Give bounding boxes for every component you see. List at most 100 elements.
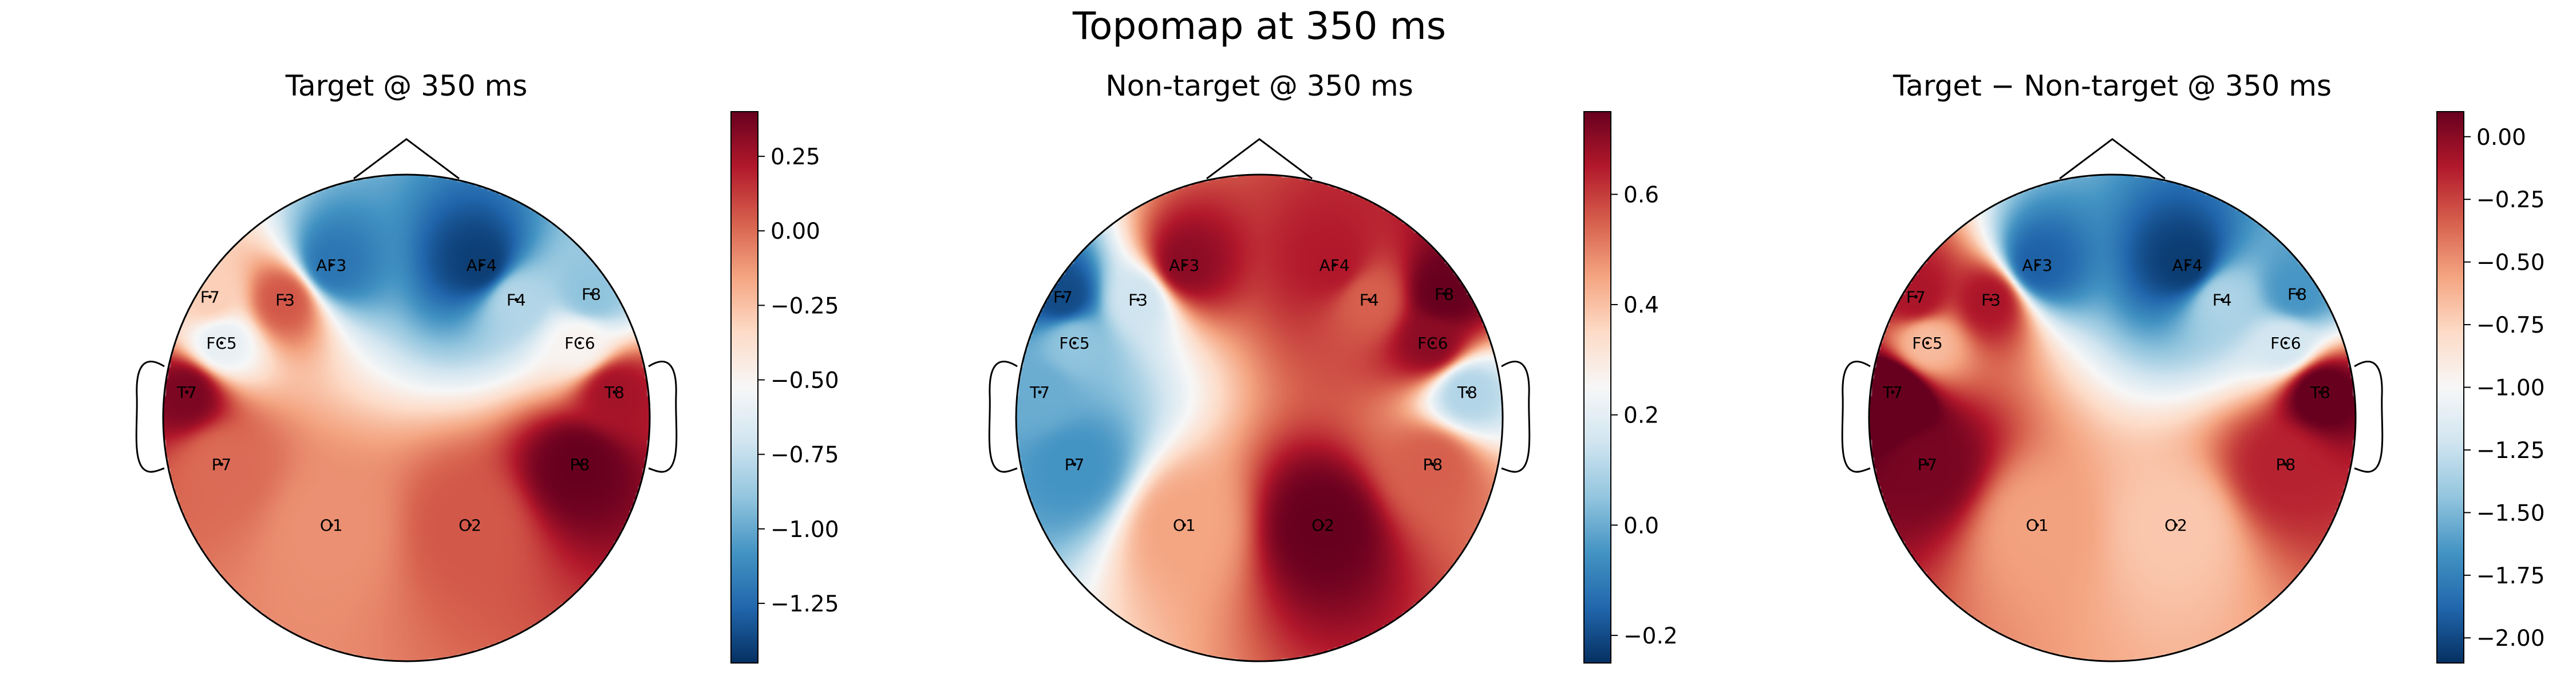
electrode-marker-fc5	[220, 341, 223, 345]
electrode-marker-f3	[1989, 298, 1993, 302]
electrode-marker-f8	[590, 292, 593, 296]
electrode-marker-p7	[1073, 463, 1076, 467]
electrode-label-fc5: FC5	[206, 334, 236, 353]
electrode-label-o2: O2	[2164, 516, 2187, 535]
electrode-marker-o1	[329, 523, 333, 527]
colorbar-tick-label: −0.2	[1623, 623, 1678, 649]
electrode-marker-p7	[220, 463, 223, 467]
electrode-marker-f7	[208, 295, 212, 299]
electrode-marker-f4	[514, 298, 518, 302]
colorbar-tick-label: 0.0	[1623, 513, 1659, 539]
figure-suptitle: Topomap at 350 ms	[1072, 4, 1446, 48]
electrode-label-t8: T8	[1457, 383, 1477, 402]
electrode-marker-f8	[1443, 292, 1446, 296]
colorbar-tick-label: 0.6	[1623, 182, 1659, 208]
right-ear-outline	[2354, 361, 2384, 473]
electrode-label-af4: AF4	[1319, 256, 1350, 275]
colorbar-tick-label: 0.4	[1623, 293, 1659, 318]
colorbar-tick-label: 0.00	[2476, 125, 2526, 151]
colorbar-tick-label: −1.50	[2476, 500, 2545, 526]
electrode-label-fc6: FC6	[1417, 334, 1448, 353]
electrode-label-f8: F8	[582, 285, 601, 303]
electrode-marker-t7	[185, 390, 189, 394]
electrode-marker-af3	[1182, 263, 1186, 267]
electrode-label-f7: F7	[200, 287, 220, 306]
colorbar: −1.25 −1.00 −0.75 −0.50 −0.25 0.00 0.25	[730, 111, 839, 664]
electrode-marker-af4	[2186, 263, 2190, 267]
head-circle	[162, 173, 651, 662]
nose-outline	[2059, 138, 2166, 180]
electrode-label-f3: F3	[1981, 290, 2001, 309]
electrode-label-o1: O1	[320, 516, 343, 535]
electrode-label-p7: P7	[212, 455, 232, 474]
electrode-marker-f4	[1367, 298, 1371, 302]
electrode-marker-o1	[1182, 523, 1186, 527]
colorbar: −0.2 0.0 0.2 0.4 0.6	[1583, 111, 1678, 664]
electrode-label-t8: T8	[604, 383, 625, 402]
electrode-label-t8: T8	[2310, 383, 2330, 402]
left-ear-outline	[1841, 361, 1871, 473]
electrode-label-f7: F7	[1053, 287, 1073, 306]
topomap-field	[1869, 175, 2356, 661]
colorbar-tick-label: −1.75	[2476, 563, 2545, 589]
electrode-label-o2: O2	[1311, 516, 1334, 535]
electrode-marker-fc6	[2283, 341, 2287, 345]
electrode-marker-t8	[613, 390, 617, 394]
electrode-marker-af4	[1333, 263, 1337, 267]
head-circle	[1015, 173, 1504, 662]
colorbar-tick-label: −1.00	[2476, 376, 2545, 401]
electrode-label-t7: T7	[1882, 383, 1903, 402]
topomap-panel-nontarget: Non-target @ 350 ms AF3 AF4 F7 F3 F4 F8 FC5 FC6…	[988, 69, 1678, 664]
topomap-panel-target: Target @ 350 ms AF3 AF4 F7 F3 F4 F8 FC5 FC6 T7 T8…	[135, 69, 839, 664]
electrode-marker-af4	[480, 263, 484, 267]
electrode-marker-o1	[2035, 523, 2039, 527]
panel-title: Target @ 350 ms	[285, 69, 528, 102]
topomap-field	[163, 175, 650, 661]
electrode-marker-fc5	[1073, 341, 1076, 345]
electrode-label-fc6: FC6	[2270, 334, 2301, 353]
electrode-marker-o2	[468, 523, 472, 527]
left-ear-outline	[988, 361, 1018, 473]
electrode-marker-t7	[1038, 390, 1042, 394]
electrode-label-af3: AF3	[316, 256, 346, 275]
electrode-label-p8: P8	[2275, 455, 2296, 474]
electrode-marker-f3	[1136, 298, 1140, 302]
electrode-marker-af3	[2035, 263, 2039, 267]
electrode-label-p8: P8	[1423, 455, 1443, 474]
colorbar-tick-label: −2.00	[2476, 626, 2545, 652]
electrode-marker-t8	[1465, 390, 1469, 394]
colorbar-tick-label: 0.25	[771, 144, 820, 170]
topomap-field	[1016, 175, 1503, 661]
electrode-label-f4: F4	[2212, 290, 2232, 309]
electrode-label-af3: AF3	[2022, 256, 2052, 275]
electrode-marker-t7	[1891, 390, 1895, 394]
electrode-label-af4: AF4	[2172, 256, 2203, 275]
electrode-label-af3: AF3	[1169, 256, 1199, 275]
panel-title: Target − Non-target @ 350 ms	[1893, 69, 2332, 102]
electrode-label-fc6: FC6	[564, 334, 595, 353]
electrode-marker-f7	[1061, 295, 1065, 299]
colorbar-gradient	[1583, 111, 1611, 664]
electrode-label-o1: O1	[2026, 516, 2049, 535]
electrode-marker-af3	[329, 263, 333, 267]
electrode-marker-p8	[2283, 463, 2287, 467]
electrode-label-t7: T7	[1029, 383, 1050, 402]
electrode-marker-fc6	[578, 341, 582, 345]
electrode-marker-o2	[2174, 523, 2178, 527]
electrode-marker-p7	[1926, 463, 1929, 467]
head-outline: AF3 AF4 F7 F3 F4 F8 FC5 FC6 T7 T8 P7 P8 O1 O2	[988, 138, 1531, 662]
head-outline: AF3 AF4 F7 F3 F4 F8 FC5 FC6 T7 T8 P7 P8 O1 O2	[135, 138, 678, 662]
electrode-marker-o2	[1321, 523, 1325, 527]
colorbar-tick-label: −0.25	[2476, 187, 2545, 213]
electrode-label-f4: F4	[507, 290, 526, 309]
colorbar-tick-label: −1.25	[2476, 438, 2545, 464]
electrode-label-p7: P7	[1065, 455, 1085, 474]
electrode-marker-f4	[2220, 298, 2224, 302]
electrode-marker-f7	[1914, 295, 1918, 299]
electrode-label-f8: F8	[2287, 285, 2307, 303]
electrode-marker-f8	[2296, 292, 2299, 296]
electrode-label-f3: F3	[275, 290, 295, 309]
electrode-label-f4: F4	[1360, 290, 1379, 309]
